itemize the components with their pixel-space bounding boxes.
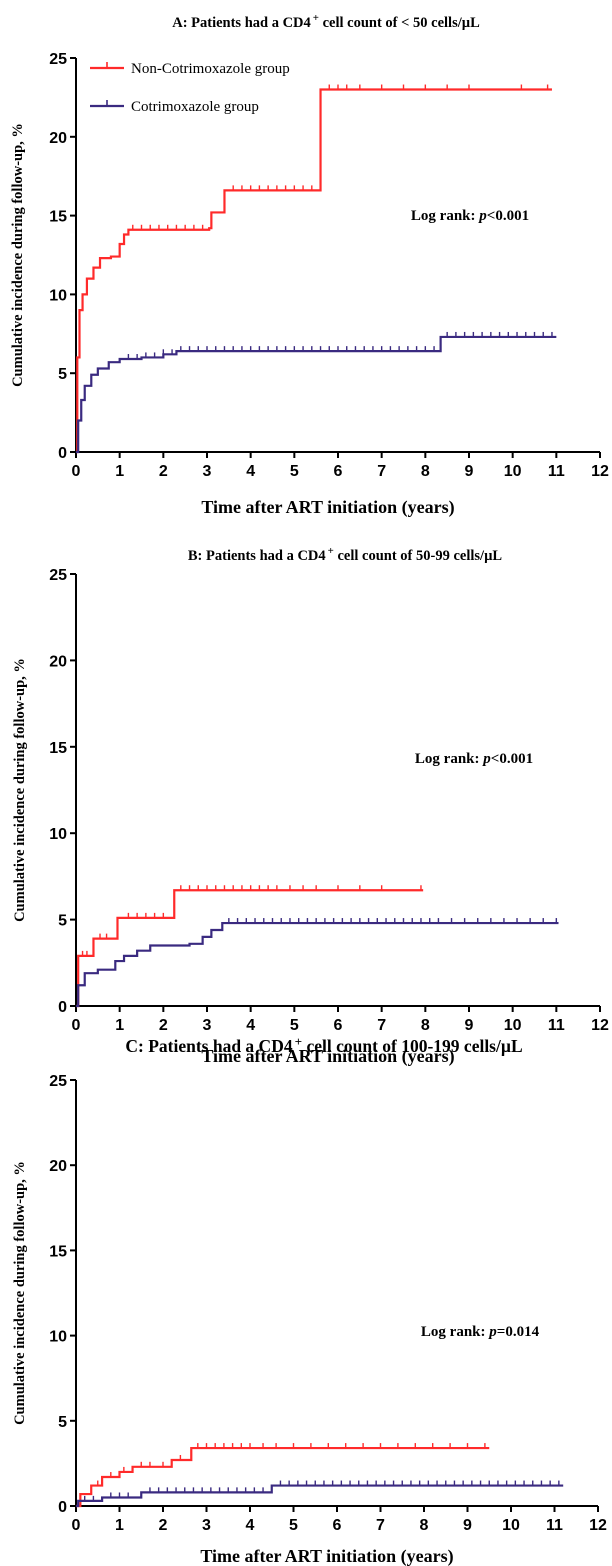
chart-b-x-tick-label: 2 (159, 1017, 168, 1034)
chart-a-x-tick-label: 4 (246, 463, 255, 480)
chart-b-x-axis-label: Time after ART initiation (years) (201, 1046, 454, 1067)
chart-b-title-text: B: Patients had a CD4 (188, 548, 326, 564)
chart-a-x-tick-label: 1 (115, 463, 124, 480)
chart-a-x-tick-label: 3 (203, 463, 212, 480)
chart-b-x-tick-label: 5 (290, 1017, 299, 1034)
chart-b-x-tick-label: 8 (421, 1017, 430, 1034)
chart-a-annotation-pre: Log rank: (411, 208, 479, 224)
chart-b-y-tick-label: 10 (49, 826, 67, 843)
chart-c-log-rank-annotation: Log rank: p=0.014 (421, 1324, 540, 1340)
chart-c-x-tick-label: 9 (463, 1517, 472, 1534)
chart-a-legend-non-cotrimoxazole-label: Non-Cotrimoxazole group (131, 61, 290, 77)
chart-c-x-tick-label: 11 (546, 1517, 563, 1534)
chart-a-annotation-p: p (477, 208, 487, 224)
chart-c-x-tick-label: 3 (202, 1517, 211, 1534)
chart-c-y-tick-label: 15 (49, 1243, 67, 1260)
chart-c-x-tick-label: 6 (333, 1517, 342, 1534)
chart-b-annotation-pre: Log rank: (415, 751, 483, 767)
chart-a-x-tick-label: 2 (159, 463, 168, 480)
chart-c-annotation-pre: Log rank: (421, 1324, 489, 1340)
chart-a-x-tick-label: 7 (377, 463, 386, 480)
chart-a-title: A: Patients had a CD4 + cell count of < 5… (172, 12, 480, 31)
chart-a-y-tick-label: 0 (58, 445, 67, 462)
chart-b-series-cotrimoxazole-line (76, 921, 559, 1008)
chart-a-y-tick-label: 25 (49, 51, 67, 68)
chart-b-x-tick-label: 11 (548, 1017, 565, 1034)
chart-a-legend-cotrimoxazole-label: Cotrimoxazole group (131, 99, 259, 115)
chart-b-x-tick-label: 3 (203, 1017, 212, 1034)
chart-b-title: B: Patients had a CD4 + cell count of 50-… (188, 545, 503, 564)
chart-c-annotation-p: p (487, 1324, 497, 1340)
chart-c-x-tick-label: 0 (72, 1517, 81, 1534)
chart-c-y-tick-label: 10 (49, 1329, 67, 1346)
chart-a-x-axis-label: Time after ART initiation (years) (201, 497, 454, 518)
chart-b-log-rank-annotation: Log rank: p<0.001 (415, 751, 533, 767)
chart-c-x-tick-label: 8 (420, 1517, 429, 1534)
chart-b-y-tick-label: 15 (49, 740, 67, 757)
chart-c-y-axis-label: Cumulative incidence during follow-up, % (12, 1161, 28, 1425)
chart-c-series-non-cotrimoxazole-line (76, 1446, 490, 1508)
chart-c-x-tick-label: 7 (376, 1517, 385, 1534)
chart-a-x-tick-label: 6 (334, 463, 343, 480)
chart-c-series-cotrimoxazole-line (76, 1484, 564, 1508)
chart-c-y-tick-label: 25 (49, 1073, 67, 1090)
chart-c-y-tick-label: 5 (58, 1414, 67, 1431)
chart-a-log-rank-annotation: Log rank: p<0.001 (411, 208, 529, 224)
chart-c-title-text: C: Patients had a CD4 (125, 1036, 292, 1056)
chart-b-x-tick-label: 7 (377, 1017, 386, 1034)
chart-a-x-tick-label: 0 (72, 463, 81, 480)
chart-b-annotation-p: p (481, 751, 491, 767)
chart-a-series-cotrimoxazole-line (76, 335, 557, 454)
chart-a-x-tick-label: 5 (290, 463, 299, 480)
chart-a-y-axis-label: Cumulative incidence during follow-up, % (10, 123, 26, 387)
chart-b-y-tick-label: 5 (58, 913, 67, 930)
chart-c-title: C: Patients had a CD4 + cell count of 100… (125, 1034, 522, 1056)
chart-b-panel: B: Patients had a CD4 + cell count of 50-… (12, 545, 609, 1067)
chart-b-y-tick-label: 25 (49, 567, 67, 584)
chart-a-annotation-value: <0.001 (487, 208, 529, 224)
chart-c-x-tick-label: 12 (589, 1517, 607, 1534)
chart-c-y-tick-label: 0 (58, 1499, 67, 1516)
chart-c-x-tick-label: 5 (289, 1517, 298, 1534)
chart-b-y-tick-label: 0 (58, 999, 67, 1016)
chart-b-x-tick-label: 0 (72, 1017, 81, 1034)
chart-a-x-tick-label: 12 (591, 463, 609, 480)
chart-a-title-sup: + (313, 12, 319, 24)
chart-c-panel: C: Patients had a CD4 + cell count of 100… (12, 1034, 607, 1566)
chart-c-title-sup: + (295, 1034, 302, 1049)
chart-c-x-tick-label: 2 (159, 1517, 168, 1534)
chart-a-y-tick-label: 5 (58, 366, 67, 383)
chart-b-y-axis-label: Cumulative incidence during follow-up, % (12, 658, 28, 922)
chart-c-x-axis-label: Time after ART initiation (years) (200, 1546, 453, 1566)
chart-a-panel: A: Patients had a CD4 + cell count of < 5… (10, 12, 609, 518)
chart-a-y-tick-label: 10 (49, 287, 67, 304)
chart-b-y-tick-label: 20 (49, 653, 67, 670)
chart-a-x-tick-label: 11 (548, 463, 565, 480)
chart-b-series-non-cotrimoxazole-line (76, 889, 424, 1008)
chart-c-y-tick-label: 20 (49, 1158, 67, 1175)
chart-a-x-tick-label: 10 (504, 463, 522, 480)
chart-b-annotation-value: <0.001 (491, 751, 533, 767)
chart-a-y-tick-label: 20 (49, 130, 67, 147)
chart-c-title-text-rest: cell count of 100-199 cells/µL (302, 1036, 523, 1056)
chart-a-title-text-rest: cell count of < 50 cells/µL (319, 15, 480, 31)
chart-b-x-tick-label: 4 (246, 1017, 255, 1034)
chart-b-x-tick-label: 9 (465, 1017, 474, 1034)
chart-a-y-tick-label: 15 (49, 209, 67, 226)
chart-b-title-text-rest: cell count of 50-99 cells/µL (334, 548, 503, 564)
chart-c-x-tick-label: 10 (502, 1517, 520, 1534)
chart-c-x-tick-label: 1 (115, 1517, 124, 1534)
chart-a-x-tick-label: 9 (465, 463, 474, 480)
chart-a-series-non-cotrimoxazole-line (76, 88, 552, 454)
chart-b-x-tick-label: 1 (115, 1017, 124, 1034)
chart-c-x-tick-label: 4 (246, 1517, 255, 1534)
chart-b-title-sup: + (328, 545, 334, 557)
chart-b-x-tick-label: 6 (334, 1017, 343, 1034)
chart-c-annotation-value: =0.014 (497, 1324, 540, 1340)
chart-a-title-text: A: Patients had a CD4 (172, 15, 311, 31)
chart-a-x-tick-label: 8 (421, 463, 430, 480)
chart-b-x-tick-label: 12 (591, 1017, 609, 1034)
chart-b-x-tick-label: 10 (504, 1017, 522, 1034)
